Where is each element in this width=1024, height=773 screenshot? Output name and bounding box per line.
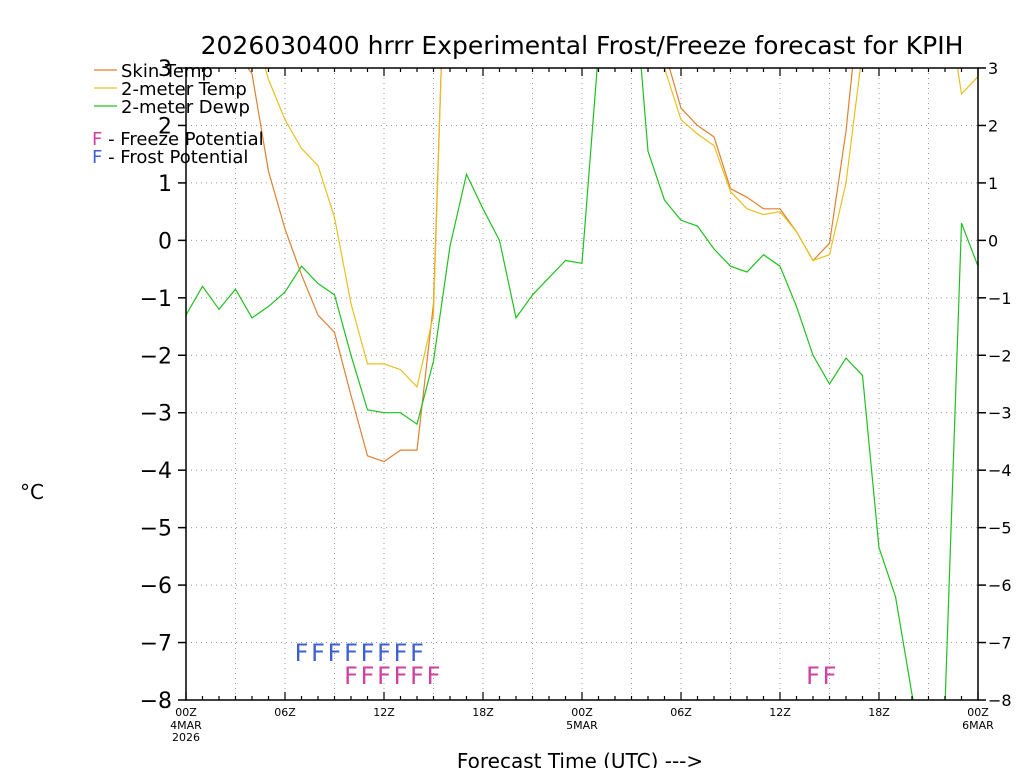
series-layer [186,68,978,700]
legend-flag-letter: F [92,129,102,150]
y-tick-label-right: 1 [988,174,998,193]
freeze-potential-mark: F [344,662,358,690]
freeze-potential-mark: F [806,662,820,690]
chart-title: 2026030400 hrrr Experimental Frost/Freez… [201,31,964,60]
x-tick-label: 00Z [571,706,593,719]
annotation-layer: F F F F F F F FF F F F F F F F [295,639,837,690]
frost-potential-mark: F [410,639,424,667]
y-tick-label-left: −3 [140,402,172,427]
frost-potential-mark: F [295,639,309,667]
series-line-2-meter-temp [264,68,978,389]
y-tick-label-left: −7 [140,632,172,657]
x-tick-label: 18Z [472,706,494,719]
y-tick-label-left: −1 [140,287,172,312]
y-tick-label-right: −7 [988,634,1012,653]
frost-potential-mark: F [377,639,391,667]
y-tick-label-left: −8 [140,689,172,714]
freeze-potential-mark: F [377,662,391,690]
frost-potential-mark: F [311,639,325,667]
legend-label: Skin Temp [121,61,213,82]
frost-potential-mark: F [361,639,375,667]
freeze-potential-mark: F [410,662,424,690]
freeze-potential-mark: F [361,662,375,690]
y-tick-label-right: −5 [988,519,1012,538]
x-tick-label: 12Z [373,706,395,719]
y-tick-label-right: −2 [988,346,1012,365]
freeze-potential-mark: F [823,662,837,690]
frost-potential-mark: F [328,639,342,667]
y-tick-label-left: −6 [140,574,172,599]
grid-layer [186,68,978,700]
legend-flag-text: - Freeze Potential [102,129,263,150]
legend-flag: F - Freeze Potential [92,129,264,150]
legend-label: 2-meter Temp [121,79,247,100]
y-tick-label-left: −4 [140,459,172,484]
y-tick-label-right: 0 [988,231,998,250]
freeze-potential-mark: F [394,662,408,690]
y-tick-label-left: −2 [140,344,172,369]
x-tick-sublabel: 4MAR [170,719,202,732]
y-tick-label-left: 1 [158,172,172,197]
x-tick-sublabel: 6MAR [962,719,994,732]
y-tick-label-left: 2 [158,114,172,139]
y-tick-label-right: −1 [988,289,1012,308]
x-tick-label: 06Z [274,706,296,719]
y-tick-label-right: 2 [988,116,998,135]
legend-label: 2-meter Dewp [121,97,250,118]
y-tick-label-left: 0 [158,229,172,254]
y-tick-label-right: −6 [988,576,1012,595]
y-tick-label-right: −3 [988,404,1012,423]
y-tick-label-left: −5 [140,517,172,542]
x-tick-sublabel: 5MAR [566,719,598,732]
x-tick-label: 00Z [967,706,989,719]
x-tick-sublabel: 2026 [172,731,200,744]
legend-flag-text: - Frost Potential [102,147,248,168]
x-tick-label: 00Z [175,706,197,719]
legend-flag-letter: F [92,147,102,168]
x-tick-label: 06Z [670,706,692,719]
y-tick-label-right: −4 [988,461,1012,480]
series-line-2-meter-dewp [186,68,978,700]
freeze-potential-mark: F [427,662,441,690]
y-tick-label-left: 3 [158,57,172,82]
x-tick-label: 12Z [769,706,791,719]
frost-potential-mark: F [344,639,358,667]
x-axis-label: Forecast Time (UTC) ---> [457,749,703,768]
series-line-skin-temp [247,68,854,463]
frost-potential-mark: F [394,639,408,667]
y-axis-label: °C [20,480,44,504]
legend-flag: F - Frost Potential [92,147,248,168]
axes-layer: −8 −8 −7 −7 −6 −6 −5 −5 −4 −4 −3 −3 −2 −2 −1 −1 0 0 1 1 2 2 3 3… [140,57,1012,744]
x-tick-label: 18Z [868,706,890,719]
y-tick-label-right: 3 [988,59,998,78]
y-tick-label-right: −8 [988,691,1012,710]
